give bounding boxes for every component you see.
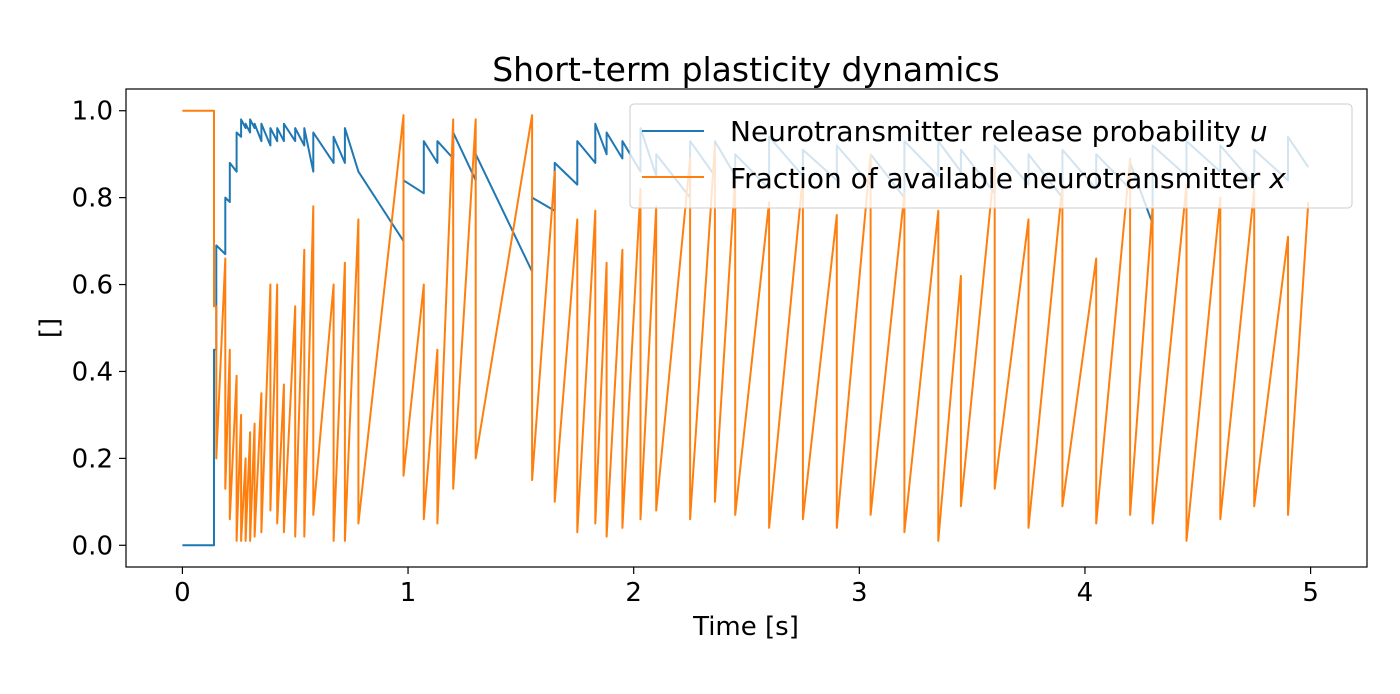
x-tick-label: 3	[851, 578, 868, 608]
x-tick-label: 1	[400, 578, 417, 608]
x-tick-label: 2	[625, 578, 642, 608]
series-line-available-neurotransmitter	[182, 109, 1310, 542]
x-tick-label: 5	[1302, 578, 1319, 608]
y-tick-label: 0.8	[72, 184, 113, 214]
legend-box	[629, 103, 1353, 209]
legend-entry-available-neurotransmitter: Fraction of available neurotransmitter x	[730, 162, 1286, 195]
chart-title: Short-term plasticity dynamics	[492, 50, 1000, 89]
legend: Neurotransmitter release probability u F…	[629, 103, 1353, 209]
y-tick-label: 1.0	[72, 97, 113, 127]
y-tick-label: 0.0	[72, 531, 113, 561]
x-axis-label: Time [s]	[692, 612, 799, 642]
legend-entry-release-probability: Neurotransmitter release probability u	[730, 115, 1268, 148]
x-tick-label: 4	[1077, 578, 1094, 608]
x-axis: 0 1 2 3 4 5	[174, 567, 1319, 608]
y-axis: 0.0 0.2 0.4 0.6 0.8 1.0	[72, 97, 126, 561]
y-axis-label: []	[35, 318, 65, 338]
y-tick-label: 0.4	[72, 357, 113, 387]
plot-frame	[125, 88, 1368, 568]
x-tick-label: 0	[174, 578, 191, 608]
y-tick-label: 0.6	[72, 271, 113, 301]
y-tick-label: 0.2	[72, 444, 113, 474]
